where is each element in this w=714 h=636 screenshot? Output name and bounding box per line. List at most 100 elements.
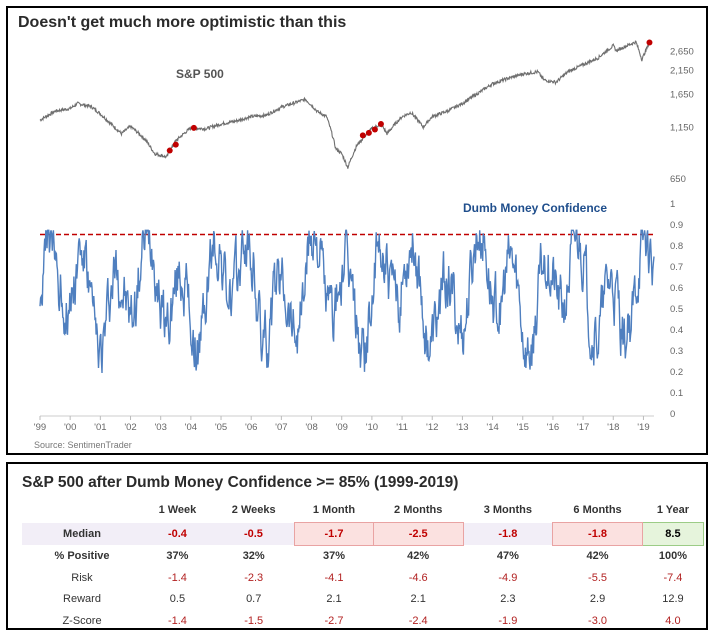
dmc-label: Dumb Money Confidence: [463, 201, 607, 215]
table-cell: 2.1: [410, 593, 426, 606]
x-tick-label: '16: [547, 422, 559, 433]
table-cell: -5.5: [588, 571, 608, 584]
stats-table: 1 Week 2 Weeks 1 Month 2 Months 3 Months…: [22, 498, 705, 632]
chart-svg: '99 '00 '01 '02 '03 '04 '05 '06 '07 '08 '09 '10 '11 '…: [34, 39, 694, 450]
signal-marker: [190, 124, 197, 131]
table-cell: 37%: [166, 550, 189, 562]
row-label: % Positive: [54, 550, 110, 562]
table-cell: -4.6: [408, 571, 428, 584]
table-cell: 12.9: [662, 593, 684, 606]
row-label: Reward: [63, 593, 101, 606]
table-cell: 42%: [586, 550, 609, 563]
dmc-y-tick: 0: [670, 409, 675, 420]
chart-panel: Doesn't get much more optimistic than th…: [6, 6, 708, 455]
sp500-y-tick: 1,150: [670, 122, 694, 133]
dmc-y-tick: 0.3: [670, 346, 683, 357]
table-cell: -1.4: [167, 571, 187, 584]
x-tick-label: '04: [185, 422, 197, 433]
table-row-reward: Reward 0.5 0.7 2.1 2.1 2.3 2.9 12.9: [22, 589, 704, 611]
table-cell: 37%: [322, 550, 345, 563]
col-header: 2 Weeks: [231, 504, 276, 517]
header-blank: [22, 498, 142, 523]
x-tick-label: '11: [396, 422, 408, 433]
dmc-y-tick: 0.1: [670, 388, 683, 399]
x-tick-label: '12: [426, 422, 438, 433]
col-header: 3 Months: [483, 504, 532, 517]
table-cell: 2.3: [500, 593, 516, 606]
x-tick-label: '01: [94, 422, 106, 433]
table-header-row: 1 Week 2 Weeks 1 Month 2 Months 3 Months…: [22, 498, 704, 523]
x-tick-label: '19: [637, 422, 649, 433]
table-cell: 47%: [496, 550, 519, 562]
table-cell: -2.4: [408, 614, 428, 627]
table-cell: -3.0: [588, 614, 608, 627]
table-cell: 0.5: [169, 593, 186, 606]
table-cell: 4.0: [665, 614, 681, 627]
table-cell: -7.4: [663, 571, 683, 584]
table-cell: 0.7: [246, 593, 262, 606]
x-tick-label: '02: [124, 422, 136, 433]
row-label: Risk: [71, 571, 93, 584]
signal-marker: [646, 39, 653, 46]
table-cell: -1.9: [498, 614, 518, 627]
x-tick-label: '07: [275, 422, 287, 433]
sp500-label: S&P 500: [176, 67, 224, 81]
table-row-median: Median -0.4 -0.5 -1.7 -2.5 -1.8 -1.8 8.5: [22, 522, 705, 546]
x-tick-label: '18: [607, 422, 619, 433]
table-cell: 32%: [242, 550, 265, 562]
table-cell: -2.7: [324, 614, 344, 627]
table-cell: -2.3: [244, 571, 264, 584]
dmc-y-tick: 0.6: [670, 283, 683, 294]
sp500-y-tick: 2,150: [670, 66, 694, 77]
table-cell: -4.9: [498, 571, 518, 584]
sp500-y-tick: 2,650: [670, 47, 694, 58]
table-cell: -0.5: [243, 527, 263, 540]
table-cell: -1.5: [244, 614, 264, 627]
dmc-y-tick: 0.9: [670, 220, 683, 231]
col-header: 1 Week: [158, 504, 197, 517]
table-title: S&P 500 after Dumb Money Confidence >= 8…: [22, 474, 459, 491]
x-tick-label: '10: [366, 422, 378, 433]
table-row-risk: Risk -1.4 -2.3 -4.1 -4.6 -4.9 -5.5 -7.4: [22, 567, 704, 589]
table-row-zscore: Z-Score -1.4 -1.5 -2.7 -2.4 -1.9 -3.0 4.…: [22, 610, 704, 632]
table-row-pct-positive: % Positive 37% 32% 37% 42% 47% 42% 100%: [22, 545, 704, 567]
dmc-y-tick: 0.7: [670, 262, 683, 273]
chart-title: Doesn't get much more optimistic than th…: [18, 14, 347, 31]
row-label: Median: [63, 527, 101, 540]
col-header: 1 Month: [312, 504, 356, 516]
x-tick-label: '08: [305, 422, 317, 433]
table-cell: -4.1: [324, 571, 344, 584]
col-header: 2 Months: [394, 504, 443, 516]
table-cell: 8.5: [641, 522, 705, 546]
dmc-y-tick: 0.8: [670, 241, 683, 252]
x-tick-label: '13: [456, 422, 468, 433]
sp500-line: [39, 40, 651, 169]
x-tick-label: '09: [336, 422, 348, 433]
row-label: Z-Score: [62, 614, 102, 627]
col-header: 6 Months: [573, 504, 622, 516]
x-tick-label: '00: [64, 422, 76, 433]
table-cell: -0.4: [167, 527, 187, 540]
signal-marker: [172, 141, 179, 148]
table-cell: -1.7: [294, 522, 374, 546]
table-cell: 100%: [658, 550, 687, 563]
table-cell: -2.5: [372, 522, 464, 546]
sp500-y-tick: 650: [670, 174, 686, 185]
dmc-y-tick: 0.4: [670, 325, 683, 336]
signal-marker: [359, 132, 366, 139]
x-tick-label: '15: [517, 422, 529, 433]
table-cell: 42%: [407, 550, 430, 563]
x-tick-label: '05: [215, 422, 227, 433]
x-tick-label: '99: [34, 422, 46, 433]
table-cell: 2.1: [326, 593, 342, 606]
table-cell: -1.4: [167, 614, 187, 627]
signal-marker: [365, 129, 372, 136]
sp500-y-tick: 1,650: [670, 90, 694, 101]
x-tick-label: '06: [245, 422, 257, 433]
dmc-line: [39, 229, 655, 374]
col-header: 1 Year: [656, 504, 690, 516]
table-cell: -1.8: [552, 522, 643, 546]
signal-marker: [371, 126, 378, 133]
dmc-y-tick: 1: [670, 199, 675, 210]
signal-marker: [166, 147, 173, 154]
